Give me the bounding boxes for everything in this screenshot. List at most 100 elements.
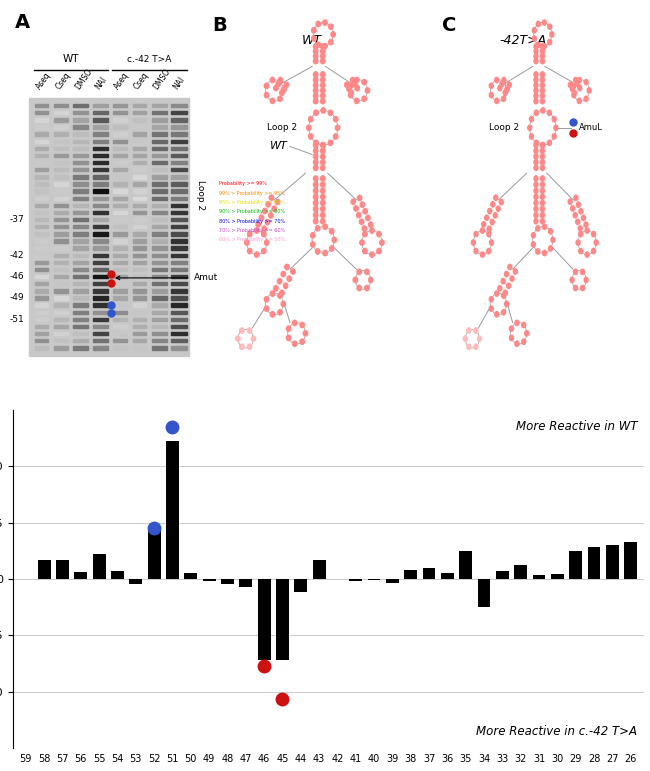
Bar [55,140,68,143]
Text: AmuL: AmuL [579,123,603,133]
Bar [73,296,88,300]
Circle shape [467,344,471,349]
Circle shape [255,228,259,234]
Circle shape [323,224,328,230]
Circle shape [584,222,588,227]
Bar [113,339,127,342]
Circle shape [534,88,538,93]
Circle shape [508,264,512,270]
Bar [113,210,127,214]
Bar [92,332,109,335]
Bar [171,218,187,221]
Circle shape [333,116,338,122]
Bar [55,325,68,328]
Circle shape [380,240,384,245]
Bar [34,218,49,221]
Circle shape [477,336,482,342]
Bar [55,210,68,214]
Text: -42: -42 [10,251,24,260]
Bar [34,126,49,129]
Circle shape [320,44,325,49]
Circle shape [283,283,288,288]
Circle shape [498,86,502,91]
Circle shape [534,182,538,187]
Bar [55,339,68,342]
Circle shape [348,83,353,89]
Circle shape [573,90,577,96]
Circle shape [268,213,273,218]
Bar [92,161,109,164]
Circle shape [348,93,353,98]
Bar [606,545,619,579]
Bar [55,154,68,157]
Bar [133,311,146,314]
Text: DMSO: DMSO [152,67,172,92]
Circle shape [355,86,359,91]
Bar [34,282,49,285]
Circle shape [313,49,318,54]
Circle shape [314,140,318,146]
Circle shape [554,125,558,130]
Circle shape [354,77,359,82]
Bar [73,225,88,228]
Circle shape [359,240,364,245]
Circle shape [320,182,325,187]
Circle shape [488,208,492,214]
Circle shape [577,202,580,207]
Text: DMSO: DMSO [73,67,94,92]
Circle shape [510,326,514,332]
Circle shape [532,28,536,33]
Circle shape [278,278,282,284]
Circle shape [315,249,320,254]
Circle shape [278,77,283,82]
Bar [171,261,187,264]
Circle shape [265,306,268,311]
Bar [34,161,49,164]
Bar [113,175,127,179]
Circle shape [534,160,538,165]
Bar [73,232,88,235]
Circle shape [369,222,373,227]
Circle shape [280,90,284,96]
Bar [55,254,68,257]
Circle shape [536,42,540,48]
Bar [152,261,166,264]
Circle shape [320,213,325,217]
Bar [73,126,88,129]
Bar [55,247,68,250]
Bar [92,104,109,107]
Circle shape [489,93,493,98]
Bar [73,146,88,150]
Text: Loop 2: Loop 2 [196,180,205,210]
Circle shape [534,93,538,99]
Circle shape [580,269,584,274]
Circle shape [354,98,359,103]
Bar [152,218,166,221]
Circle shape [505,86,509,92]
Bar [55,111,68,114]
Circle shape [363,209,367,214]
Bar [171,161,187,164]
Bar [152,118,166,122]
Circle shape [576,240,580,245]
Circle shape [540,93,545,99]
Bar [92,318,109,321]
Bar [92,275,109,278]
Circle shape [304,331,307,336]
Bar [171,146,187,150]
Bar [55,218,68,221]
Bar [152,210,166,214]
Bar [55,197,68,200]
Circle shape [528,125,532,130]
Circle shape [313,154,318,159]
Bar [152,182,166,186]
Circle shape [313,143,318,148]
Circle shape [540,49,545,54]
Circle shape [548,24,552,29]
Bar [171,154,187,157]
Circle shape [313,165,318,170]
Circle shape [573,269,578,274]
Circle shape [353,82,357,87]
Circle shape [323,43,327,49]
Bar [133,325,146,328]
